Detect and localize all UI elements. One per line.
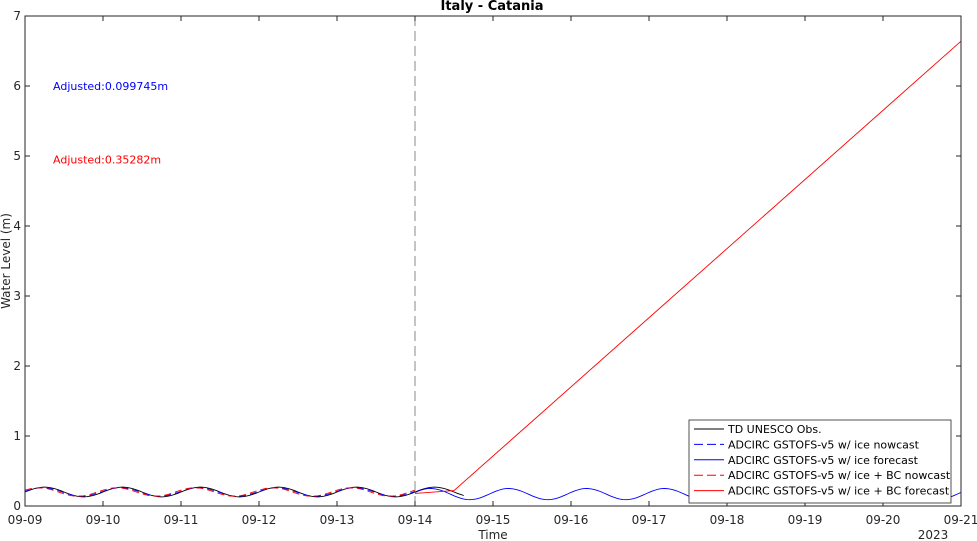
x-tick-label: 09-16 [554,513,589,527]
series-line-4 [414,40,961,494]
y-tick-label: 0 [13,499,21,513]
x-tick-label: 09-14 [398,513,433,527]
legend-entry: ADCIRC GSTOFS-v5 w/ ice nowcast [728,438,920,451]
adjusted-annotation: Adjusted:0.099745m [53,80,168,93]
x-tick-label: 09-13 [320,513,355,527]
y-axis-label: Water Level (m) [0,213,13,309]
y-tick-label: 4 [13,219,21,233]
series-line-3 [25,487,416,497]
legend: TD UNESCO Obs. ADCIRC GSTOFS-v5 w/ ice no… [688,419,952,504]
x-tick-label: 09-15 [476,513,511,527]
legend-entry: ADCIRC GSTOFS-v5 w/ ice + BC nowcast [728,469,951,482]
y-tick-label: 2 [13,359,21,373]
year-label: 2023 [918,528,949,541]
y-tick-label: 1 [13,429,21,443]
series-layer [25,40,961,501]
x-axis-label: Time [477,528,507,541]
y-tick-label: 3 [13,289,21,303]
x-tick-label: 09-09 [8,513,43,527]
x-tick-label: 09-18 [710,513,745,527]
chart-title: Italy - Catania [441,0,544,14]
legend-entry: TD UNESCO Obs. [727,423,822,436]
x-tick-label: 09-12 [242,513,277,527]
x-tick-label: 09-21 [944,513,977,527]
x-tick-label: 09-20 [866,513,901,527]
axis-ticks: 09-09 09-10 09-11 09-12 09-13 09-14 09-15 09-16… [8,9,977,527]
annotations: Adjusted:0.099745m Adjusted:0.35282m [53,80,168,167]
legend-entry: ADCIRC GSTOFS-v5 w/ ice forecast [728,454,919,467]
x-tick-label: 09-17 [632,513,667,527]
adjusted-annotation: Adjusted:0.35282m [53,154,161,167]
y-tick-label: 5 [13,149,21,163]
y-tick-label: 7 [13,9,21,23]
x-tick-label: 09-10 [86,513,121,527]
y-tick-label: 6 [13,79,21,93]
legend-box [688,419,952,504]
x-tick-label: 09-11 [164,513,199,527]
x-tick-label: 09-19 [788,513,823,527]
legend-entry: ADCIRC GSTOFS-v5 w/ ice + BC forecast [728,485,950,498]
